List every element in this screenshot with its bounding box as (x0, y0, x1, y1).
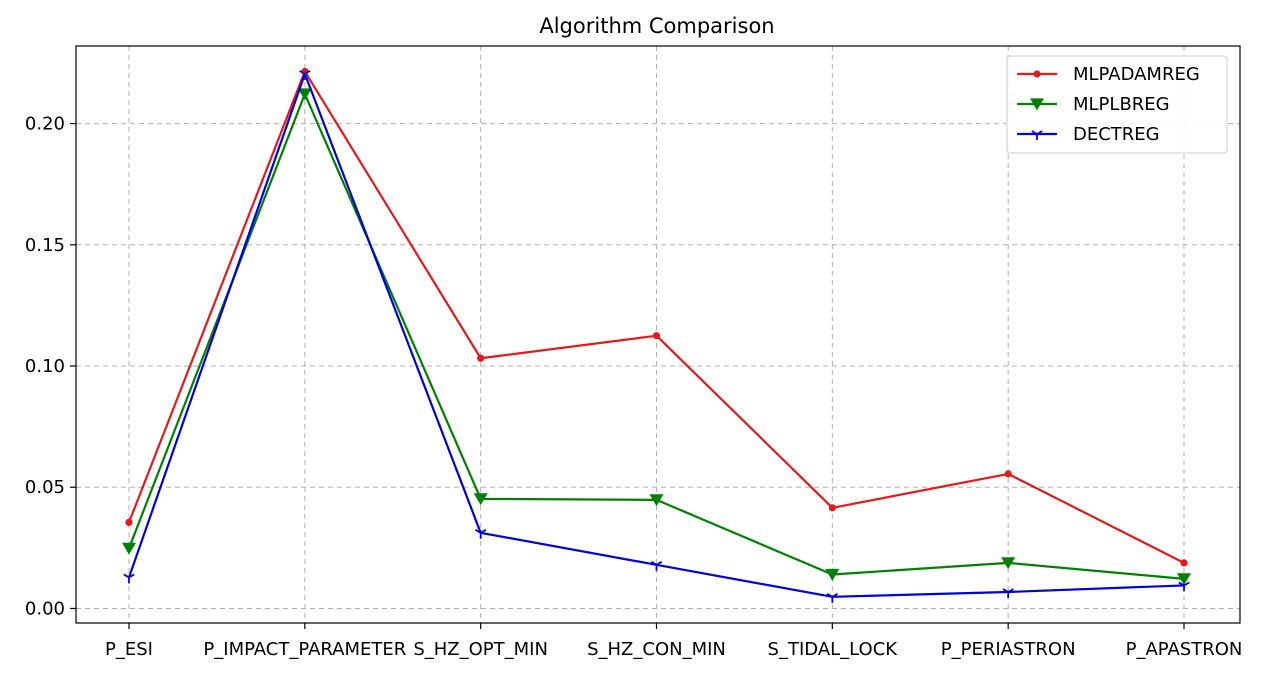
series-dectreg (123, 70, 1190, 603)
data-point (826, 593, 839, 603)
series-mlplbreg (122, 88, 1191, 586)
x-tick-label: S_HZ_CON_MIN (587, 639, 726, 660)
legend-label: MLPLBREG (1073, 94, 1170, 115)
data-point (652, 332, 661, 340)
x-tick-label: P_APASTRON (1126, 639, 1243, 660)
data-point (474, 529, 487, 539)
chart-title: Algorithm Comparison (539, 14, 774, 38)
data-point (1001, 557, 1016, 570)
data-point (1002, 588, 1014, 598)
legend-marker (1030, 98, 1044, 111)
legend-label: DECTREG (1073, 124, 1160, 145)
data-point (125, 518, 133, 526)
data-point (297, 88, 312, 101)
data-point (473, 493, 488, 506)
y-tick-label: 0.20 (25, 114, 65, 135)
y-tick-label: 0.00 (25, 598, 65, 619)
legend: MLPADAMREG MLPLBREG DECTREG (1006, 55, 1228, 154)
data-point (477, 354, 485, 362)
data-point (649, 494, 664, 507)
x-tick-label: P_PERIASTRON (941, 639, 1076, 660)
x-tick-label: P_IMPACT_PARAMETER (203, 639, 406, 660)
legend-item: MLPLBREG (1017, 94, 1170, 115)
data-point (1180, 559, 1188, 567)
data-point (299, 70, 311, 80)
y-tick-label: 0.10 (25, 356, 65, 377)
legend-marker (1033, 70, 1041, 78)
x-tick-label: P_ESI (105, 639, 153, 660)
data-point (1178, 581, 1190, 592)
data-point (1177, 573, 1191, 586)
data-point (828, 504, 836, 512)
data-point (825, 568, 840, 581)
x-tick-label: S_TIDAL_LOCK (768, 639, 899, 660)
plot-series (122, 67, 1191, 603)
axis-ticks: P_ESI P_IMPACT_PARAMETER S_HZ_OPT_MIN S_HZ_… (25, 114, 1242, 660)
data-point (123, 573, 135, 584)
y-tick-label: 0.15 (25, 235, 65, 256)
y-tick-label: 0.05 (25, 477, 65, 498)
legend-item: DECTREG (1017, 124, 1160, 145)
legend-box (1006, 55, 1228, 154)
plot-frame (75, 45, 1241, 624)
legend-marker (1031, 130, 1043, 140)
data-point (650, 561, 663, 571)
data-point (1004, 470, 1012, 478)
x-tick-label: S_HZ_OPT_MIN (413, 639, 548, 660)
legend-label: MLPADAMREG (1073, 64, 1200, 85)
data-point (122, 542, 136, 555)
legend-item: MLPADAMREG (1017, 64, 1200, 85)
